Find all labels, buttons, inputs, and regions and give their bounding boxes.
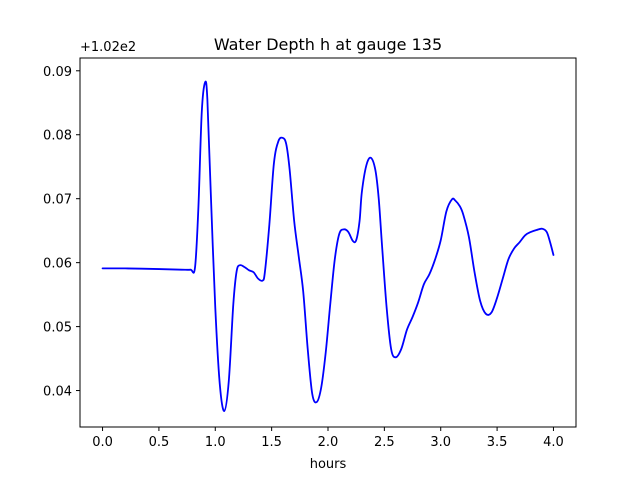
x-tick-label: 3.5 xyxy=(487,435,508,450)
plot-area xyxy=(101,80,555,412)
x-axis-label: hours xyxy=(310,457,347,472)
y-tick-label: 0.08 xyxy=(43,129,72,144)
y-tick-label: 0.07 xyxy=(43,193,72,208)
y-tick-label: 0.06 xyxy=(43,257,72,272)
x-tick-label: 4.0 xyxy=(543,435,564,450)
x-tick-label: 1.0 xyxy=(205,435,226,450)
x-tick-label: 2.0 xyxy=(318,435,339,450)
x-tick-label: 0.0 xyxy=(92,435,113,450)
x-tick-label: 0.5 xyxy=(149,435,170,450)
water-depth-series-line xyxy=(101,80,555,412)
x-tick-label: 1.5 xyxy=(261,435,282,450)
y-tick-label: 0.09 xyxy=(43,65,72,80)
x-tick-label: 3.0 xyxy=(430,435,451,450)
y-offset-label: +1.02e2 xyxy=(80,40,136,55)
y-tick-label: 0.04 xyxy=(43,385,72,400)
x-tick-label: 2.5 xyxy=(374,435,395,450)
x-axis: 0.0 0.5 1.0 1.5 2.0 2.5 3.0 3.5 4.0 xyxy=(92,427,564,450)
chart-title: Water Depth h at gauge 135 xyxy=(214,35,442,54)
y-axis: 0.04 0.05 0.06 0.07 0.08 0.09 xyxy=(43,65,80,400)
y-tick-label: 0.05 xyxy=(43,321,72,336)
